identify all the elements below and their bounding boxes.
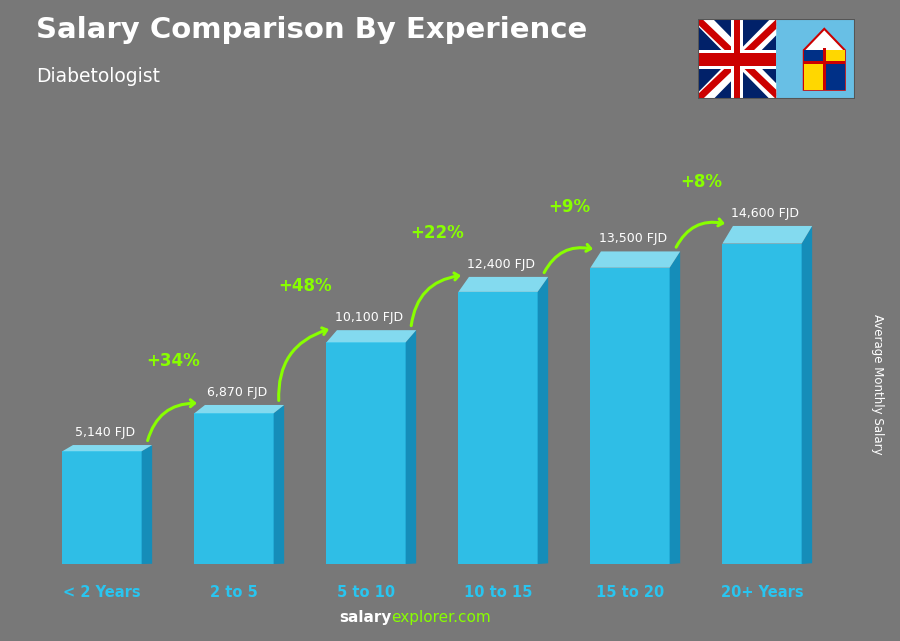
Text: 10 to 15: 10 to 15 [464, 585, 532, 600]
Polygon shape [826, 62, 845, 90]
Polygon shape [327, 330, 416, 342]
Polygon shape [274, 405, 284, 564]
Polygon shape [590, 268, 670, 564]
Text: Diabetologist: Diabetologist [36, 67, 160, 87]
Text: 6,870 FJD: 6,870 FJD [206, 386, 266, 399]
Bar [731, 19, 743, 99]
Text: 5,140 FJD: 5,140 FJD [75, 426, 135, 438]
Polygon shape [698, 14, 776, 99]
Polygon shape [698, 13, 776, 103]
Polygon shape [826, 50, 845, 62]
Polygon shape [698, 16, 776, 106]
Text: +9%: +9% [548, 198, 590, 216]
Bar [698, 19, 776, 99]
Text: +48%: +48% [278, 277, 332, 295]
Polygon shape [194, 413, 274, 564]
Polygon shape [590, 251, 680, 268]
Polygon shape [723, 244, 802, 564]
Polygon shape [802, 226, 812, 564]
Polygon shape [723, 226, 812, 244]
Text: +22%: +22% [410, 224, 464, 242]
Bar [698, 50, 776, 69]
Polygon shape [698, 26, 776, 115]
Polygon shape [458, 292, 537, 564]
Bar [804, 60, 845, 64]
Text: salary: salary [339, 610, 392, 625]
Polygon shape [458, 277, 548, 292]
Text: 20+ Years: 20+ Years [721, 585, 804, 600]
Text: 5 to 10: 5 to 10 [337, 585, 395, 600]
Polygon shape [62, 445, 152, 451]
Polygon shape [537, 277, 548, 564]
Text: 14,600 FJD: 14,600 FJD [731, 206, 798, 220]
Text: 10,100 FJD: 10,100 FJD [335, 311, 402, 324]
Polygon shape [698, 10, 776, 99]
Polygon shape [194, 405, 284, 413]
Polygon shape [141, 445, 152, 564]
Bar [698, 53, 776, 65]
Polygon shape [670, 251, 680, 564]
Polygon shape [804, 29, 845, 90]
Text: < 2 Years: < 2 Years [63, 585, 140, 600]
Polygon shape [698, 19, 776, 104]
Text: +8%: +8% [680, 172, 723, 191]
Text: 15 to 20: 15 to 20 [596, 585, 664, 600]
Text: Average Monthly Salary: Average Monthly Salary [871, 314, 884, 455]
Polygon shape [62, 451, 141, 564]
Text: 13,500 FJD: 13,500 FJD [598, 232, 667, 245]
Text: Salary Comparison By Experience: Salary Comparison By Experience [36, 16, 587, 44]
Text: 2 to 5: 2 to 5 [210, 585, 258, 600]
Bar [823, 48, 826, 90]
Polygon shape [698, 19, 776, 109]
Text: 12,400 FJD: 12,400 FJD [466, 258, 535, 271]
Polygon shape [804, 50, 823, 62]
Polygon shape [406, 330, 416, 564]
Text: explorer.com: explorer.com [392, 610, 491, 625]
Polygon shape [804, 62, 823, 90]
Bar [734, 19, 740, 99]
Polygon shape [698, 3, 776, 93]
Polygon shape [327, 342, 406, 564]
Text: +34%: +34% [147, 352, 200, 370]
